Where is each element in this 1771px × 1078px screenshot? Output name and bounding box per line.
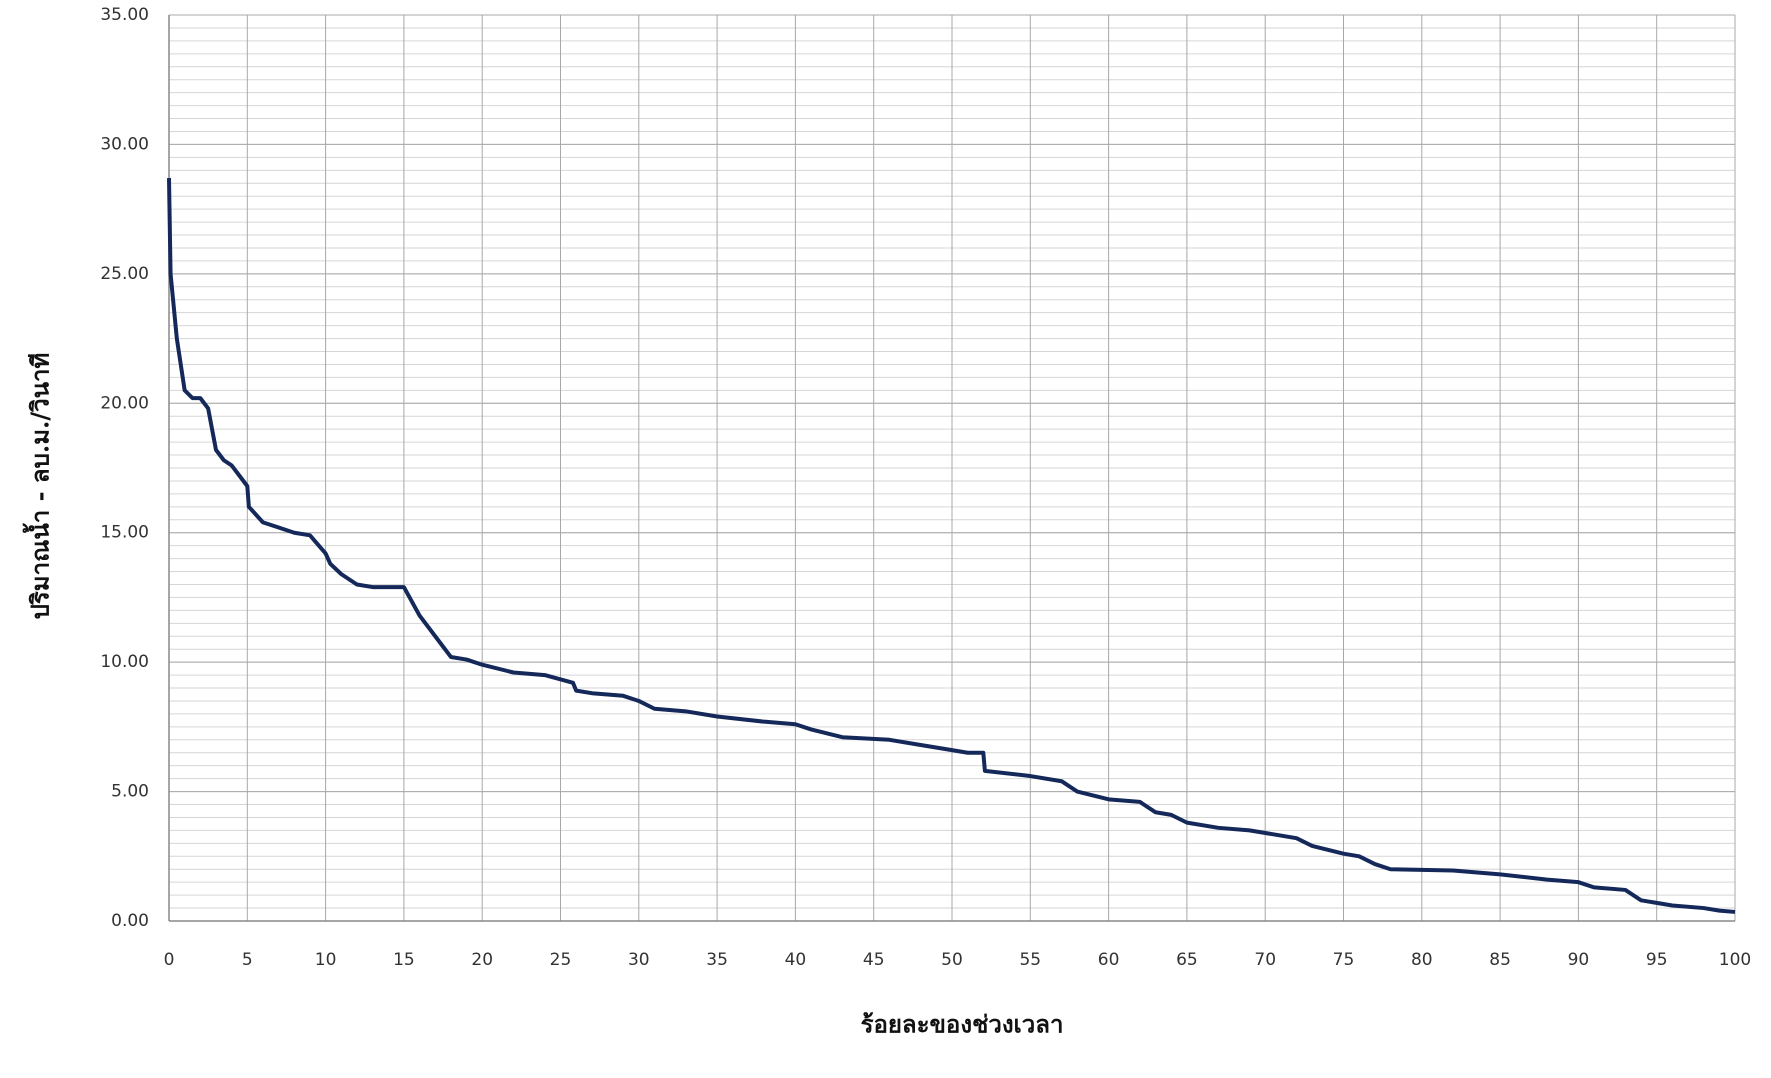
x-tick-label: 50 [941, 950, 963, 970]
x-tick-label: 5 [242, 950, 253, 970]
x-tick-label: 0 [164, 950, 175, 970]
y-tick-label: 35.00 [100, 5, 149, 25]
x-tick-label: 95 [1646, 950, 1668, 970]
x-tick-label: 20 [471, 950, 493, 970]
x-tick-label: 35 [706, 950, 728, 970]
x-tick-label: 40 [785, 950, 807, 970]
x-tick-label: 60 [1098, 950, 1120, 970]
data-line [167, 178, 1736, 914]
y-tick-label: 0.00 [111, 911, 149, 931]
y-tick-label: 15.00 [100, 523, 149, 543]
x-tick-label: 10 [315, 950, 337, 970]
x-tick-label: 25 [550, 950, 572, 970]
y-tick-label: 20.00 [100, 393, 149, 413]
y-tick-label: 25.00 [100, 264, 149, 284]
x-tick-label: 90 [1568, 950, 1590, 970]
y-tick-label: 30.00 [100, 134, 149, 154]
x-tick-label: 45 [863, 950, 885, 970]
y-tick-label: 5.00 [111, 782, 149, 802]
x-tick-label: 75 [1333, 950, 1355, 970]
x-tick-label: 30 [628, 950, 650, 970]
x-tick-label: 80 [1411, 950, 1433, 970]
x-tick-label: 85 [1489, 950, 1511, 970]
y-axis-title: ปริมาณน้ำ - ลบ.ม./วินาที [22, 353, 55, 620]
x-tick-label: 15 [393, 950, 415, 970]
x-tick-label: 55 [1019, 950, 1041, 970]
y-tick-label: 10.00 [100, 652, 149, 672]
x-tick-label: 70 [1254, 950, 1276, 970]
x-tick-label: 65 [1176, 950, 1198, 970]
x-tick-label: 100 [1719, 950, 1751, 970]
x-axis-title: ร้อยละของช่วงเวลา [861, 1010, 1064, 1039]
